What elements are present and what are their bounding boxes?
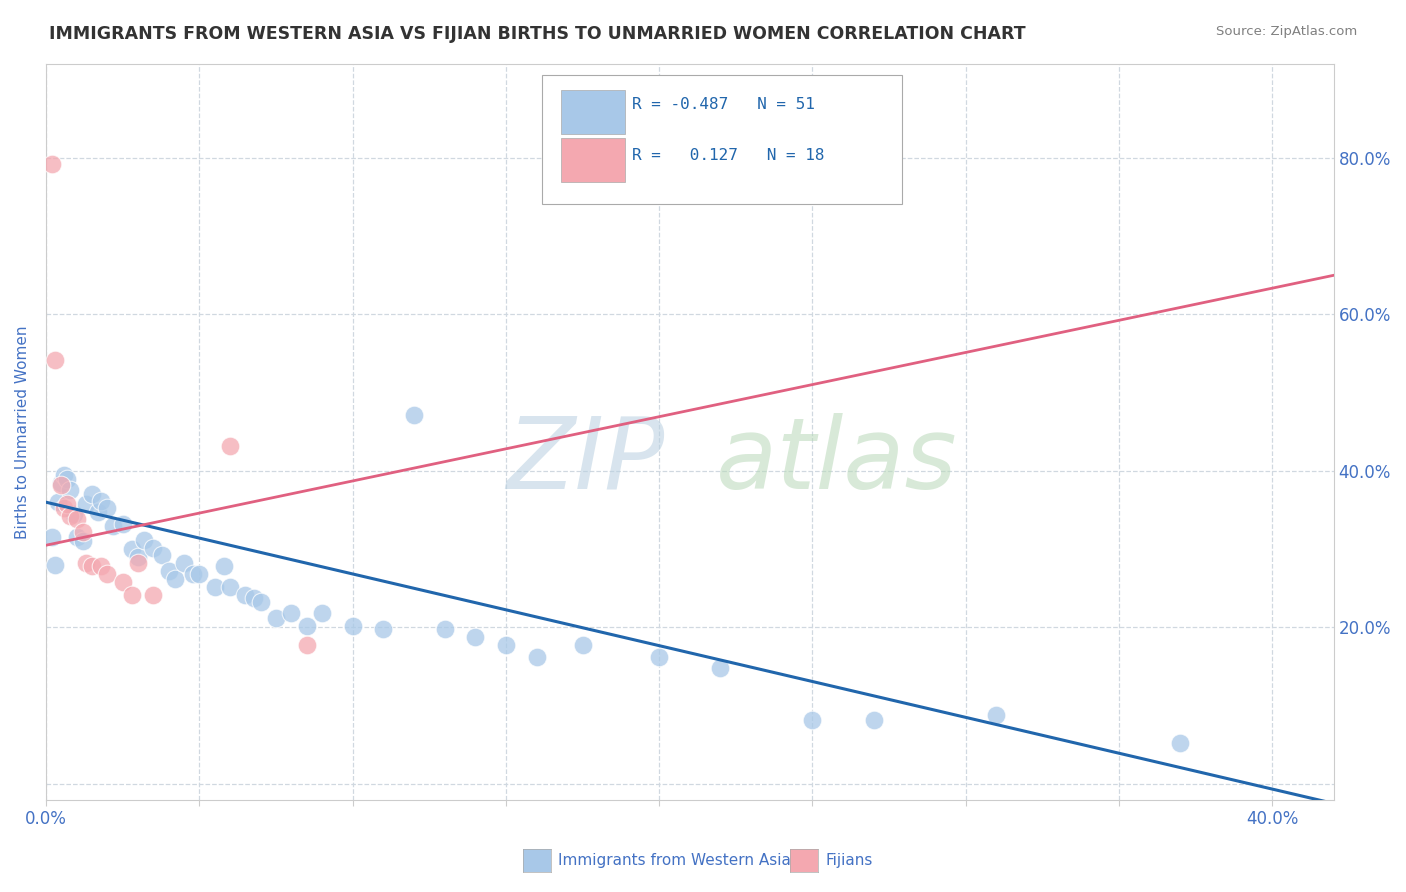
Text: R =   0.127   N = 18: R = 0.127 N = 18: [631, 148, 824, 163]
Point: [111, 517, 134, 532]
Point: [373, 622, 395, 636]
Point: [53, 501, 76, 516]
Text: Immigrants from Western Asia: Immigrants from Western Asia: [558, 854, 792, 868]
Text: Source: ZipAtlas.com: Source: ZipAtlas.com: [1216, 25, 1357, 38]
Point: [342, 619, 364, 633]
Point: [53, 467, 76, 482]
Text: R = -0.487   N = 51: R = -0.487 N = 51: [631, 97, 814, 112]
Point: [219, 580, 242, 594]
Point: [127, 556, 149, 570]
Point: [219, 439, 242, 453]
Text: ZIP: ZIP: [506, 413, 664, 509]
Point: [181, 567, 204, 582]
Point: [433, 622, 456, 636]
Point: [249, 595, 271, 609]
Point: [163, 572, 186, 586]
Point: [103, 518, 125, 533]
Point: [142, 541, 165, 555]
Point: [66, 530, 89, 544]
Point: [44, 352, 66, 367]
Point: [90, 493, 112, 508]
Text: atlas: atlas: [716, 413, 957, 509]
FancyBboxPatch shape: [541, 75, 903, 203]
Point: [41, 157, 63, 171]
Point: [51, 475, 73, 490]
Point: [72, 534, 94, 549]
Point: [132, 533, 155, 547]
Point: [264, 611, 287, 625]
Point: [111, 574, 134, 589]
Text: Fijians: Fijians: [825, 854, 873, 868]
Point: [80, 559, 103, 574]
Point: [862, 713, 884, 727]
Point: [66, 512, 89, 526]
Point: [526, 650, 548, 665]
Point: [121, 542, 143, 557]
Point: [56, 472, 79, 486]
Y-axis label: Births to Unmarried Women: Births to Unmarried Women: [15, 325, 30, 539]
Point: [59, 509, 82, 524]
Point: [142, 588, 165, 602]
Point: [311, 607, 333, 621]
Point: [152, 549, 174, 563]
Point: [75, 556, 97, 570]
Point: [59, 483, 82, 498]
Point: [204, 580, 226, 594]
Point: [986, 708, 1008, 723]
Point: [280, 607, 302, 621]
Point: [62, 507, 84, 521]
Point: [75, 497, 97, 511]
Text: IMMIGRANTS FROM WESTERN ASIA VS FIJIAN BIRTHS TO UNMARRIED WOMEN CORRELATION CHA: IMMIGRANTS FROM WESTERN ASIA VS FIJIAN B…: [49, 25, 1026, 43]
Point: [127, 549, 149, 564]
Point: [243, 591, 266, 605]
Point: [90, 559, 112, 574]
Point: [188, 567, 211, 582]
Point: [72, 524, 94, 539]
Point: [648, 650, 671, 665]
Point: [51, 478, 73, 492]
Point: [1170, 736, 1192, 750]
Point: [157, 564, 180, 578]
Point: [44, 558, 66, 572]
Point: [571, 638, 593, 652]
Point: [801, 713, 824, 727]
Point: [212, 559, 235, 574]
FancyBboxPatch shape: [561, 90, 626, 134]
Point: [56, 497, 79, 511]
FancyBboxPatch shape: [561, 137, 626, 182]
Point: [41, 530, 63, 544]
Point: [464, 630, 486, 644]
Point: [709, 661, 731, 675]
Point: [121, 588, 143, 602]
Point: [96, 501, 118, 516]
Point: [96, 567, 118, 582]
Point: [80, 487, 103, 501]
Point: [173, 556, 195, 570]
Point: [233, 588, 256, 602]
Point: [402, 408, 425, 422]
Point: [46, 495, 69, 509]
Point: [295, 638, 318, 652]
Point: [87, 505, 110, 519]
Point: [295, 619, 318, 633]
Point: [495, 638, 517, 652]
